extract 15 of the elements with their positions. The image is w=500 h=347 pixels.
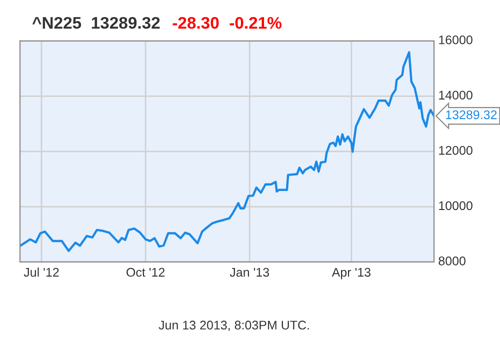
y-tick-label: 10000 [439, 201, 472, 210]
x-tick-label: Oct '12 [126, 268, 165, 277]
x-tick-label: Jul '12 [24, 268, 59, 277]
y-tick-label: 16000 [439, 35, 472, 44]
x-tick-label: Jan '13 [230, 268, 270, 277]
y-tick-label: 14000 [439, 90, 472, 100]
y-tick-label: 8000 [438, 256, 466, 266]
annotation: 13289.32 [446, 110, 497, 120]
y-tick-label: 12000 [439, 146, 472, 155]
line-series [20, 51, 434, 252]
text: Jun 13 2013, 8:03PM UTC. [158, 320, 309, 332]
text: -28.30 [172, 16, 219, 29]
chart-title: ^N225 13289.32 [32, 16, 160, 29]
text: -0.21% [230, 16, 282, 29]
x-tick-label: Apr '13 [332, 268, 370, 280]
